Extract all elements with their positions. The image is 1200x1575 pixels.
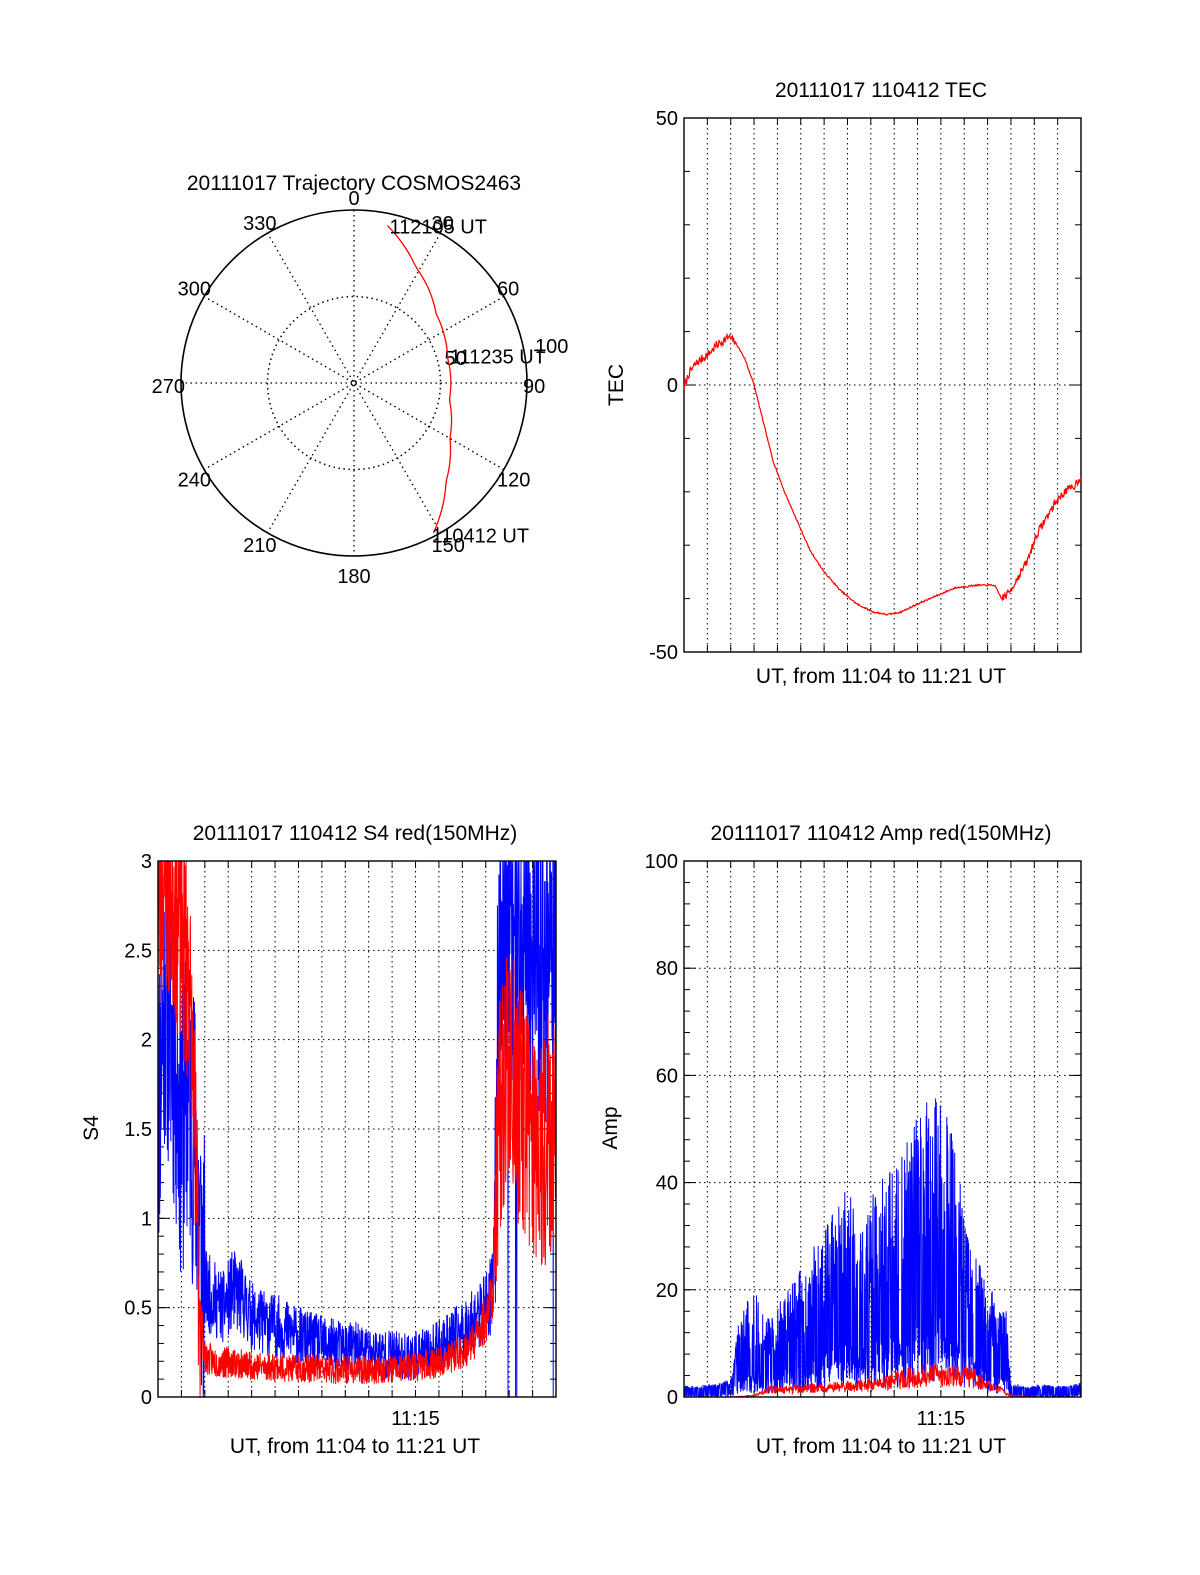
s4-ytick-label: 1.5 — [124, 1119, 152, 1141]
s4-ytick-label: 0.5 — [124, 1298, 152, 1320]
trajectory-title: 20111017 Trajectory COSMOS2463 — [187, 172, 521, 195]
s4-axes-box — [157, 860, 557, 1398]
amp-ytick-label: 60 — [656, 1065, 678, 1087]
trajectory-time-annotation: 112105 UT — [389, 217, 486, 239]
polar-radial-label: 50 — [445, 348, 467, 370]
tec-ytick-label: -50 — [649, 642, 678, 664]
s4-title: 20111017 110412 S4 red(150MHz) — [193, 822, 518, 845]
s4-ytick-label: 2 — [141, 1030, 152, 1052]
polar-azimuth-label: 240 — [178, 470, 211, 492]
amp-axes-box — [683, 860, 1082, 1398]
amp-red-series-line — [684, 1362, 1081, 1398]
polar-ring-50 — [266, 295, 442, 471]
amp-xtick-label: 11:15 — [917, 1408, 966, 1430]
s4-ytick-label: 0 — [141, 1387, 152, 1409]
polar-azimuth-label: 120 — [497, 470, 530, 492]
trajectory-polar-chart: 20111017 Trajectory COSMOS2463 0 30 60 90 12… — [152, 172, 569, 588]
amp-ytick-label: 100 — [645, 851, 678, 873]
trajectory-time-annotation: 111235 UT — [450, 347, 546, 369]
polar-azimuth-label: 60 — [497, 279, 519, 301]
trajectory-time-annotation: 110412 UT — [432, 526, 529, 548]
amp-ylabel: Amp — [599, 1106, 622, 1149]
trajectory-line — [387, 225, 453, 533]
s4-red-series-line — [157, 860, 557, 1398]
tec-xlabel: UT, from 11:04 to 11:21 UT — [756, 665, 1006, 688]
tec-title: 20111017 110412 TEC — [775, 79, 987, 102]
polar-azimuth-label: 90 — [523, 376, 545, 398]
tec-series-line — [683, 332, 1082, 616]
s4-chart: 20111017 110412 S4 red(150MHz) UT, from … — [80, 822, 557, 1458]
polar-spoke — [203, 295, 505, 471]
polar-azimuth-label: 270 — [152, 376, 185, 398]
amp-title: 20111017 110412 Amp red(150MHz) — [711, 822, 1052, 845]
polar-spoke — [266, 232, 442, 534]
polar-azimuth-label: 150 — [432, 535, 465, 557]
s4-xtick-label: 11:15 — [391, 1408, 440, 1430]
s4-ytick-label: 3 — [141, 851, 152, 873]
amp-ytick-label: 40 — [656, 1173, 678, 1195]
amp-blue-series-line — [683, 1098, 1082, 1399]
polar-radial-label: 100 — [535, 336, 568, 358]
tec-axes-box — [683, 117, 1082, 653]
amp-xlabel: UT, from 11:04 to 11:21 UT — [756, 1435, 1006, 1458]
s4-xlabel: UT, from 11:04 to 11:21 UT — [230, 1435, 480, 1458]
s4-ytick-label: 1 — [141, 1208, 152, 1230]
amp-ytick-label: 80 — [656, 958, 678, 980]
tec-ytick-label: 0 — [667, 375, 678, 397]
s4-ylabel: S4 — [80, 1115, 103, 1141]
amp-chart: 20111017 110412 Amp red(150MHz) UT, from… — [599, 822, 1082, 1458]
polar-azimuth-label: 330 — [243, 213, 276, 235]
amp-ytick-label: 0 — [667, 1387, 678, 1409]
polar-spoke — [266, 232, 442, 534]
tec-ytick-label: 50 — [656, 108, 678, 130]
polar-azimuth-label: 30 — [432, 213, 454, 235]
polar-azimuth-label: 210 — [243, 535, 276, 557]
polar-azimuth-label: 300 — [178, 279, 211, 301]
polar-spoke — [203, 295, 505, 471]
amp-ytick-label: 20 — [656, 1280, 678, 1302]
polar-azimuth-label: 180 — [337, 566, 370, 588]
tec-chart: 20111017 110412 TEC UT, from 11:04 to 11… — [605, 79, 1082, 688]
polar-outer-ring — [180, 209, 528, 557]
polar-azimuth-label: 0 — [348, 188, 359, 210]
tec-ylabel: TEC — [605, 364, 628, 406]
s4-ytick-label: 2.5 — [124, 940, 152, 962]
